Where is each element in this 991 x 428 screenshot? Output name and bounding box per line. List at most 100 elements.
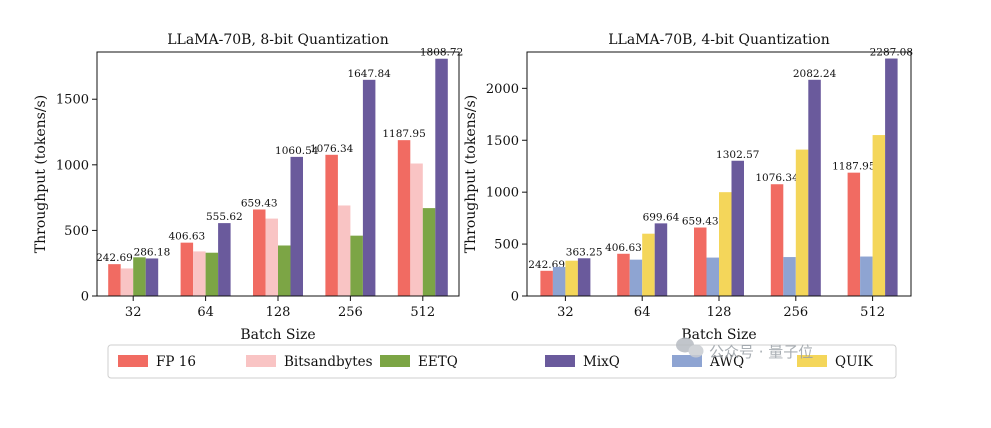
data-label-mixq-128: 1302.57 — [716, 149, 759, 161]
x-tick-label: 64 — [197, 305, 214, 320]
bar-fp16-32 — [108, 264, 121, 296]
data-label-fp16-64: 406.63 — [168, 231, 205, 243]
bar-mixq-64 — [654, 223, 668, 296]
x-axis-label: Batch Size — [240, 327, 315, 343]
legend-label-bnb: Bitsandbytes — [284, 354, 373, 370]
y-axis-label: Throughput (tokens/s) — [33, 95, 49, 253]
bar-eetq-32 — [133, 257, 146, 296]
data-label-fp16-256: 1076.34 — [755, 172, 799, 184]
bar-quik-64 — [642, 233, 655, 296]
data-label-mixq-256: 1647.84 — [347, 68, 391, 80]
data-label-mixq-512: 2287.08 — [870, 47, 913, 59]
legend-label-awq: AWQ — [709, 354, 744, 370]
bar-quik-512 — [872, 135, 886, 296]
bar-mixq-128 — [731, 160, 744, 296]
bar-mixq-64 — [218, 223, 231, 296]
bar-mixq-32 — [577, 258, 591, 296]
bar-bnb-32 — [120, 268, 134, 296]
bar-bnb-512 — [410, 163, 423, 296]
y-tick-label: 1000 — [56, 158, 89, 173]
bar-eetq-256 — [350, 235, 363, 296]
data-label-fp16-512: 1187.95 — [382, 128, 425, 140]
chart-2: LLaMA-70B, 4-bit Quantization242.69406.6… — [463, 32, 913, 343]
x-tick-label: 32 — [125, 305, 142, 320]
x-tick-label: 64 — [634, 305, 651, 320]
bar-mixq-256 — [362, 79, 376, 296]
bar-fp16-512 — [847, 172, 861, 296]
y-tick-label: 1000 — [486, 186, 519, 201]
bar-fp16-512 — [397, 140, 411, 296]
wechat-icon-small — [688, 344, 704, 358]
bar-fp16-32 — [540, 270, 553, 296]
bar-mixq-128 — [290, 156, 303, 296]
x-tick-label: 256 — [783, 305, 808, 320]
bar-awq-128 — [706, 257, 719, 296]
y-tick-label: 0 — [81, 290, 89, 305]
legend-label-fp16: FP 16 — [156, 354, 196, 370]
x-tick-label: 512 — [410, 305, 435, 320]
bar-awq-256 — [783, 257, 796, 296]
bar-eetq-128 — [278, 245, 291, 296]
data-label-fp16-128: 659.43 — [682, 216, 719, 228]
legend-swatch-eetq — [380, 355, 410, 367]
chart-title: LLaMA-70B, 4-bit Quantization — [608, 32, 830, 48]
bar-quik-32 — [565, 260, 578, 296]
watermark: 公众号 · 量子位 — [676, 337, 813, 361]
legend-swatch-quik — [797, 355, 827, 367]
bar-mixq-512 — [435, 58, 448, 297]
data-label-fp16-64: 406.63 — [605, 242, 642, 254]
y-tick-label: 0 — [511, 290, 519, 305]
y-axis-label: Throughput (tokens/s) — [463, 95, 479, 253]
legend-label-quik: QUIK — [835, 354, 874, 370]
bar-bnb-64 — [193, 251, 206, 296]
legend-swatch-awq — [672, 355, 702, 367]
x-tick-label: 128 — [707, 305, 732, 320]
bar-eetq-64 — [205, 252, 219, 296]
x-tick-label: 512 — [860, 305, 885, 320]
bar-bnb-256 — [337, 205, 351, 296]
legend-swatch-fp16 — [118, 355, 148, 367]
bar-quik-256 — [795, 149, 809, 296]
data-label-fp16-512: 1187.95 — [832, 161, 875, 173]
data-label-fp16-32: 242.69 — [96, 252, 133, 264]
bar-fp16-256 — [770, 184, 784, 296]
legend-swatch-bnb — [246, 355, 276, 367]
chart-1: LLaMA-70B, 8-bit Quantization 242.69 406.6… — [33, 32, 463, 343]
bar-mixq-512 — [885, 58, 898, 296]
bar-fp16-128 — [694, 227, 707, 296]
bar-fp16-64 — [617, 253, 630, 296]
bar-awq-32 — [552, 266, 566, 296]
y-tick-label: 1500 — [56, 93, 89, 108]
x-tick-label: 128 — [266, 305, 291, 320]
x-axis-label: Batch Size — [681, 327, 756, 343]
bar-quik-128 — [719, 192, 732, 296]
chart-title: LLaMA-70B, 8-bit Quantization — [167, 32, 389, 48]
bar-fp16-128 — [253, 209, 266, 296]
data-label-mixq-32: 363.25 — [566, 246, 603, 258]
data-label-mixq-32: 286.18 — [134, 246, 171, 258]
bar-mixq-256 — [808, 79, 821, 296]
data-label-mixq-128: 1060.54 — [275, 145, 319, 157]
x-tick-label: 32 — [557, 305, 574, 320]
data-label-fp16-256: 1076.34 — [310, 143, 354, 155]
bar-bnb-128 — [265, 218, 278, 296]
data-label-mixq-256: 2082.24 — [793, 68, 837, 80]
y-tick-label: 500 — [64, 224, 89, 239]
y-tick-label: 2000 — [486, 82, 519, 97]
bar-awq-64 — [629, 259, 643, 296]
data-label-mixq-64: 555.62 — [206, 211, 243, 223]
bar-awq-512 — [860, 256, 873, 296]
legend-label-eetq: EETQ — [418, 354, 458, 370]
y-tick-label: 500 — [494, 238, 519, 253]
bar-mixq-32 — [145, 258, 159, 296]
bar-eetq-512 — [422, 208, 436, 296]
watermark-text: 公众号 · 量子位 — [709, 343, 813, 361]
legend-label-mixq: MixQ — [583, 354, 620, 370]
data-label-mixq-64: 699.64 — [643, 211, 680, 223]
bar-fp16-64 — [180, 242, 194, 296]
data-label-fp16-128: 659.43 — [241, 197, 278, 209]
legend-swatch-mixq — [545, 355, 575, 367]
y-tick-label: 1500 — [486, 134, 519, 149]
